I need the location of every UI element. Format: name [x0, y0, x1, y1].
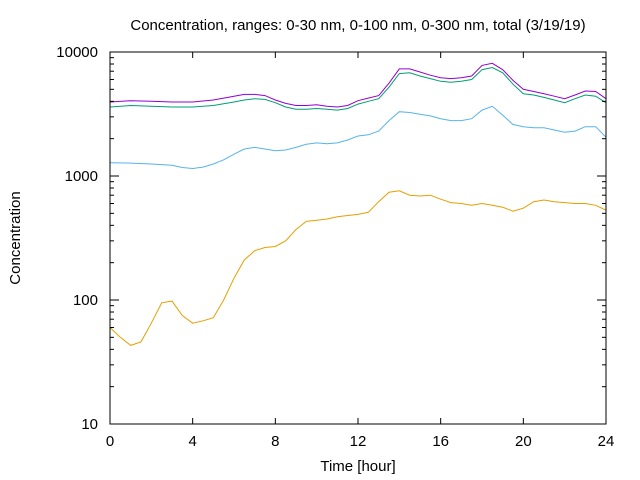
plot-lines — [109, 62, 607, 346]
x-tick-label: 16 — [432, 433, 449, 450]
plot-frame — [109, 51, 607, 425]
series-line-2 — [109, 105, 607, 170]
x-tick-label: 4 — [188, 433, 196, 450]
y-axis: 10 100 1000 10000 — [56, 44, 606, 433]
y-tick-label: 10000 — [56, 44, 98, 61]
x-tick-label: 12 — [350, 433, 367, 450]
y-axis-title: Concentration — [7, 191, 24, 284]
series-line-1 — [109, 190, 607, 346]
x-axis: 0 4 8 12 16 20 24 — [106, 52, 615, 450]
series-line-4 — [109, 62, 607, 108]
x-tick-label: 24 — [598, 433, 615, 450]
x-tick-label: 20 — [515, 433, 532, 450]
x-axis-title: Time [hour] — [320, 458, 395, 475]
y-tick-label: 10 — [81, 416, 98, 433]
y-tick-label: 1000 — [65, 168, 98, 185]
y-tick-label: 100 — [73, 292, 98, 309]
x-tick-label: 0 — [106, 433, 114, 450]
chart-title: Concentration, ranges: 0-30 nm, 0-100 nm… — [130, 17, 585, 34]
x-tick-label: 8 — [271, 433, 279, 450]
series-line-3 — [109, 66, 607, 111]
